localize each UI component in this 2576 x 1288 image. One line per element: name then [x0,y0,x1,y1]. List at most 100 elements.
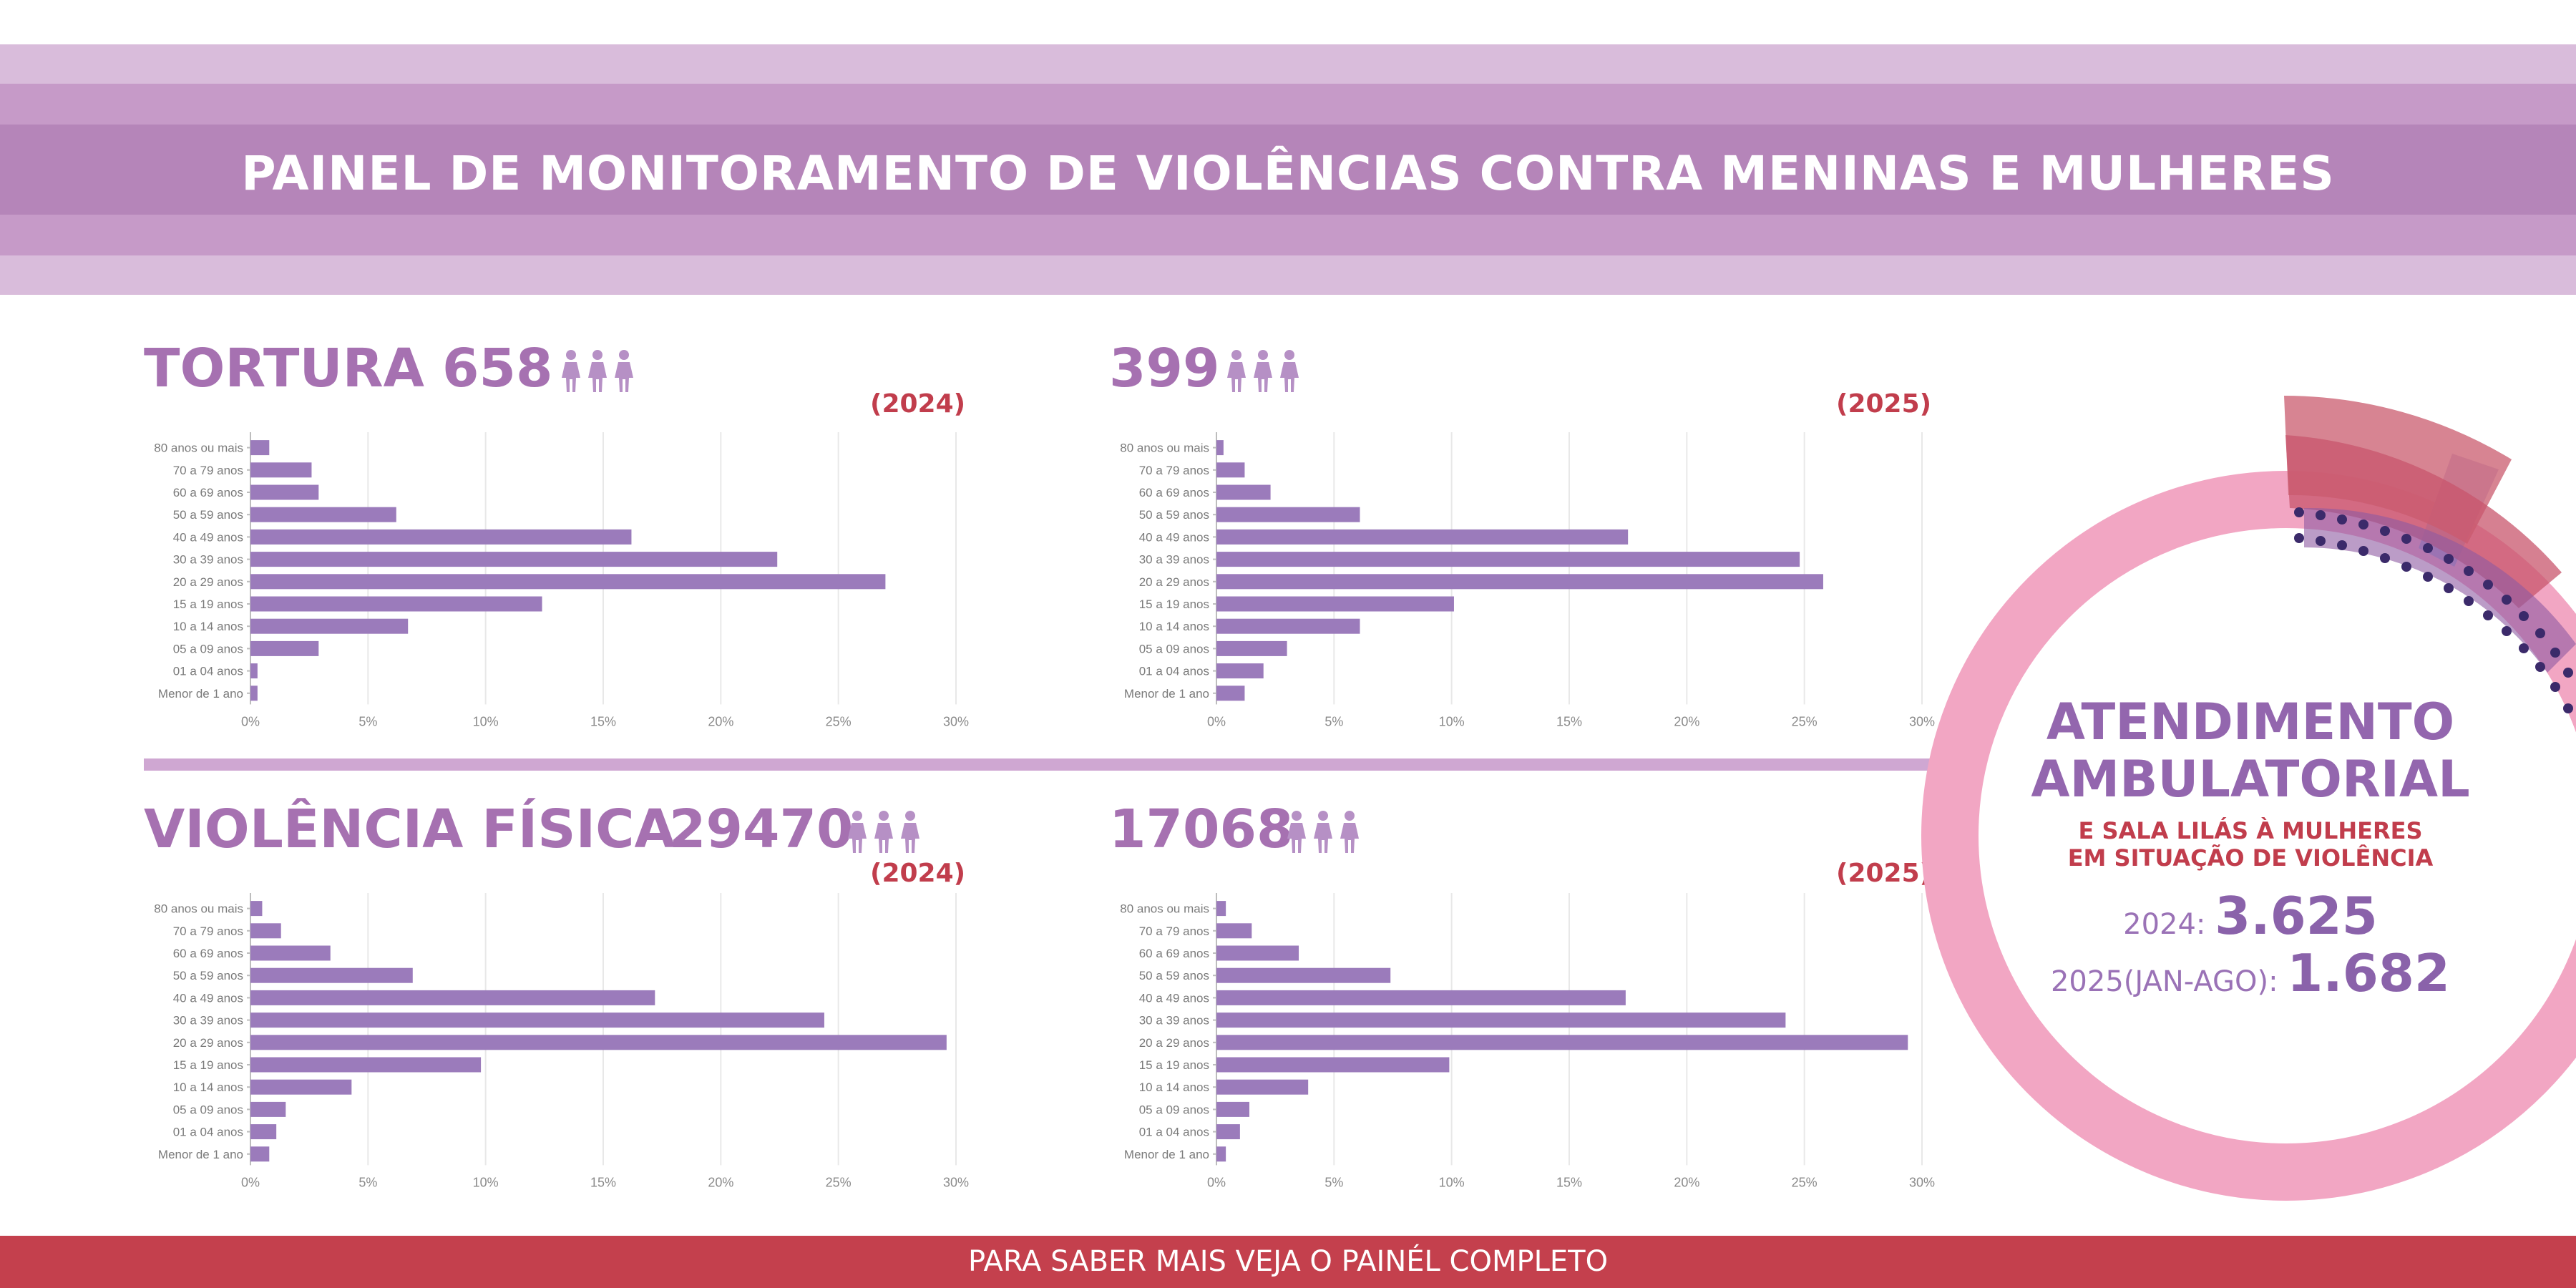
category-label: 10 a 14 anos [1139,620,1209,633]
category-label: 80 anos ou mais [1120,902,1209,916]
section-title-tortura: TORTURA [144,338,424,399]
category-label: Menor de 1 ano [158,1148,243,1161]
x-tick-label: 20% [1674,1175,1699,1189]
bar-10-a-14-anos [250,1079,352,1095]
ambulatorial-title-line2: AMBULATORIAL [2031,750,2470,809]
bar-80-anos-ou-mais [1216,901,1226,917]
bar-70-a-79-anos [250,923,281,939]
section-divider [144,758,1944,771]
bar-60-a-69-anos [1216,484,1271,500]
category-label: 10 a 14 anos [173,1080,243,1094]
banner-band-inner [0,125,2576,215]
bar-80-anos-ou-mais [1216,440,1224,456]
x-tick-label: 5% [358,1175,377,1189]
bar-01-a-04-anos [250,663,258,679]
ambulatorial-title-line1: ATENDIMENTO [2046,693,2455,751]
category-label: 20 a 29 anos [173,575,243,589]
x-tick-label: 15% [1556,1175,1582,1189]
bar-chart-tortura-2025: 0% 5% 10% 15% 20% 25% 30% 80 anos ou mais 70 a 7… [1120,432,1935,728]
total-violencia-2024: 29470 [669,799,854,860]
purple-arc [2304,507,2576,673]
category-label: 20 a 29 anos [1139,1036,1209,1050]
bar-20-a-29-anos [250,1035,947,1050]
bar-70-a-79-anos [250,462,312,478]
bar-menor-de-1-ano [1216,686,1245,701]
footer-link-banner[interactable]: PARA SABER MAIS VEJA O PAINÉL COMPLETO [0,1236,2576,1288]
category-label: 05 a 09 anos [1139,1103,1209,1116]
bar-10-a-14-anos [1216,618,1360,634]
x-tick-label: 15% [590,1175,616,1189]
x-tick-label: 10% [473,714,499,728]
x-tick-label: 20% [1674,714,1699,728]
category-label: 20 a 29 anos [173,1036,243,1050]
ambulatorial-subtitle-line2: EM SITUAÇÃO DE VIOLÊNCIA [2067,844,2434,872]
category-label: 15 a 19 anos [1139,597,1209,611]
x-tick-label: 5% [1324,714,1343,728]
ambulatorial-stat-2024: 2024: 3.625 [1903,886,2576,946]
bar-40-a-49-anos [250,990,655,1005]
bar-30-a-39-anos [250,552,778,567]
category-label: 30 a 39 anos [173,1014,243,1028]
category-label: 50 a 59 anos [173,969,243,982]
bar-60-a-69-anos [250,484,319,500]
category-label: 60 a 69 anos [173,947,243,960]
women-group-icon [1227,350,1299,392]
category-label: 15 a 19 anos [1139,1058,1209,1072]
bar-60-a-69-anos [250,945,331,961]
x-tick-label: 10% [1439,714,1465,728]
category-label: 20 a 29 anos [1139,575,1209,589]
x-tick-label: 15% [590,714,616,728]
bar-20-a-29-anos [250,574,886,590]
bar-80-anos-ou-mais [250,901,263,917]
category-label: 05 a 09 anos [173,1103,243,1116]
bar-50-a-59-anos [1216,507,1360,522]
ambulatorial-stat-2025: 2025(JAN-AGO): 1.682 [1903,943,2576,1003]
header-banner [0,44,2576,295]
category-label: 40 a 49 anos [1139,530,1209,544]
bar-10-a-14-anos [1216,1079,1309,1095]
bar-15-a-19-anos [1216,596,1454,612]
x-tick-label: 25% [1792,714,1818,728]
year-label-tortura-2025: (2025) [1836,389,1932,419]
category-label: 15 a 19 anos [173,597,243,611]
stat-2025-label: 2025(JAN-AGO): [2050,965,2278,998]
bar-40-a-49-anos [250,529,632,545]
women-group-icon [562,350,633,392]
bar-chart-tortura-2024: 0% 5% 10% 15% 20% 25% 30% 80 anos ou mais 70 a 7… [154,432,969,728]
category-label: 60 a 69 anos [1139,947,1209,960]
category-label: 30 a 39 anos [1139,553,1209,567]
category-label: 30 a 39 anos [173,553,243,567]
x-tick-label: 5% [358,714,377,728]
x-tick-label: 0% [241,1175,260,1189]
bar-30-a-39-anos [1216,1013,1786,1028]
category-label: 40 a 49 anos [1139,991,1209,1005]
bar-15-a-19-anos [250,1057,482,1073]
total-tortura-2025: 399 [1109,338,1220,399]
x-tick-label: 30% [943,714,969,728]
x-tick-label: 25% [826,714,852,728]
page-title: PAINEL DE MONITORAMENTO DE VIOLÊNCIAS CO… [241,146,2335,201]
year-label-violencia-2024: (2024) [870,859,966,888]
bar-40-a-49-anos [1216,529,1629,545]
bar-01-a-04-anos [1216,1124,1240,1140]
category-label: 60 a 69 anos [1139,486,1209,499]
total-tortura-2024: 658 [442,338,553,399]
bar-70-a-79-anos [1216,462,1245,478]
x-tick-label: 30% [1909,714,1935,728]
x-tick-label: 20% [708,1175,733,1189]
bar-50-a-59-anos [250,967,413,983]
x-tick-label: 0% [241,714,260,728]
category-label: 15 a 19 anos [173,1058,243,1072]
x-tick-label: 30% [943,1175,969,1189]
x-tick-label: 15% [1556,714,1582,728]
category-label: Menor de 1 ano [1124,1148,1209,1161]
category-label: 80 anos ou mais [154,441,243,455]
category-label: Menor de 1 ano [158,687,243,701]
category-label: 50 a 59 anos [1139,969,1209,982]
bar-15-a-19-anos [1216,1057,1450,1073]
bar-40-a-49-anos [1216,990,1626,1005]
year-label-violencia-2025: (2025) [1836,859,1932,888]
category-label: 80 anos ou mais [1120,441,1209,455]
total-violencia-2025: 17068 [1109,799,1294,860]
bar-menor-de-1-ano [250,686,258,701]
